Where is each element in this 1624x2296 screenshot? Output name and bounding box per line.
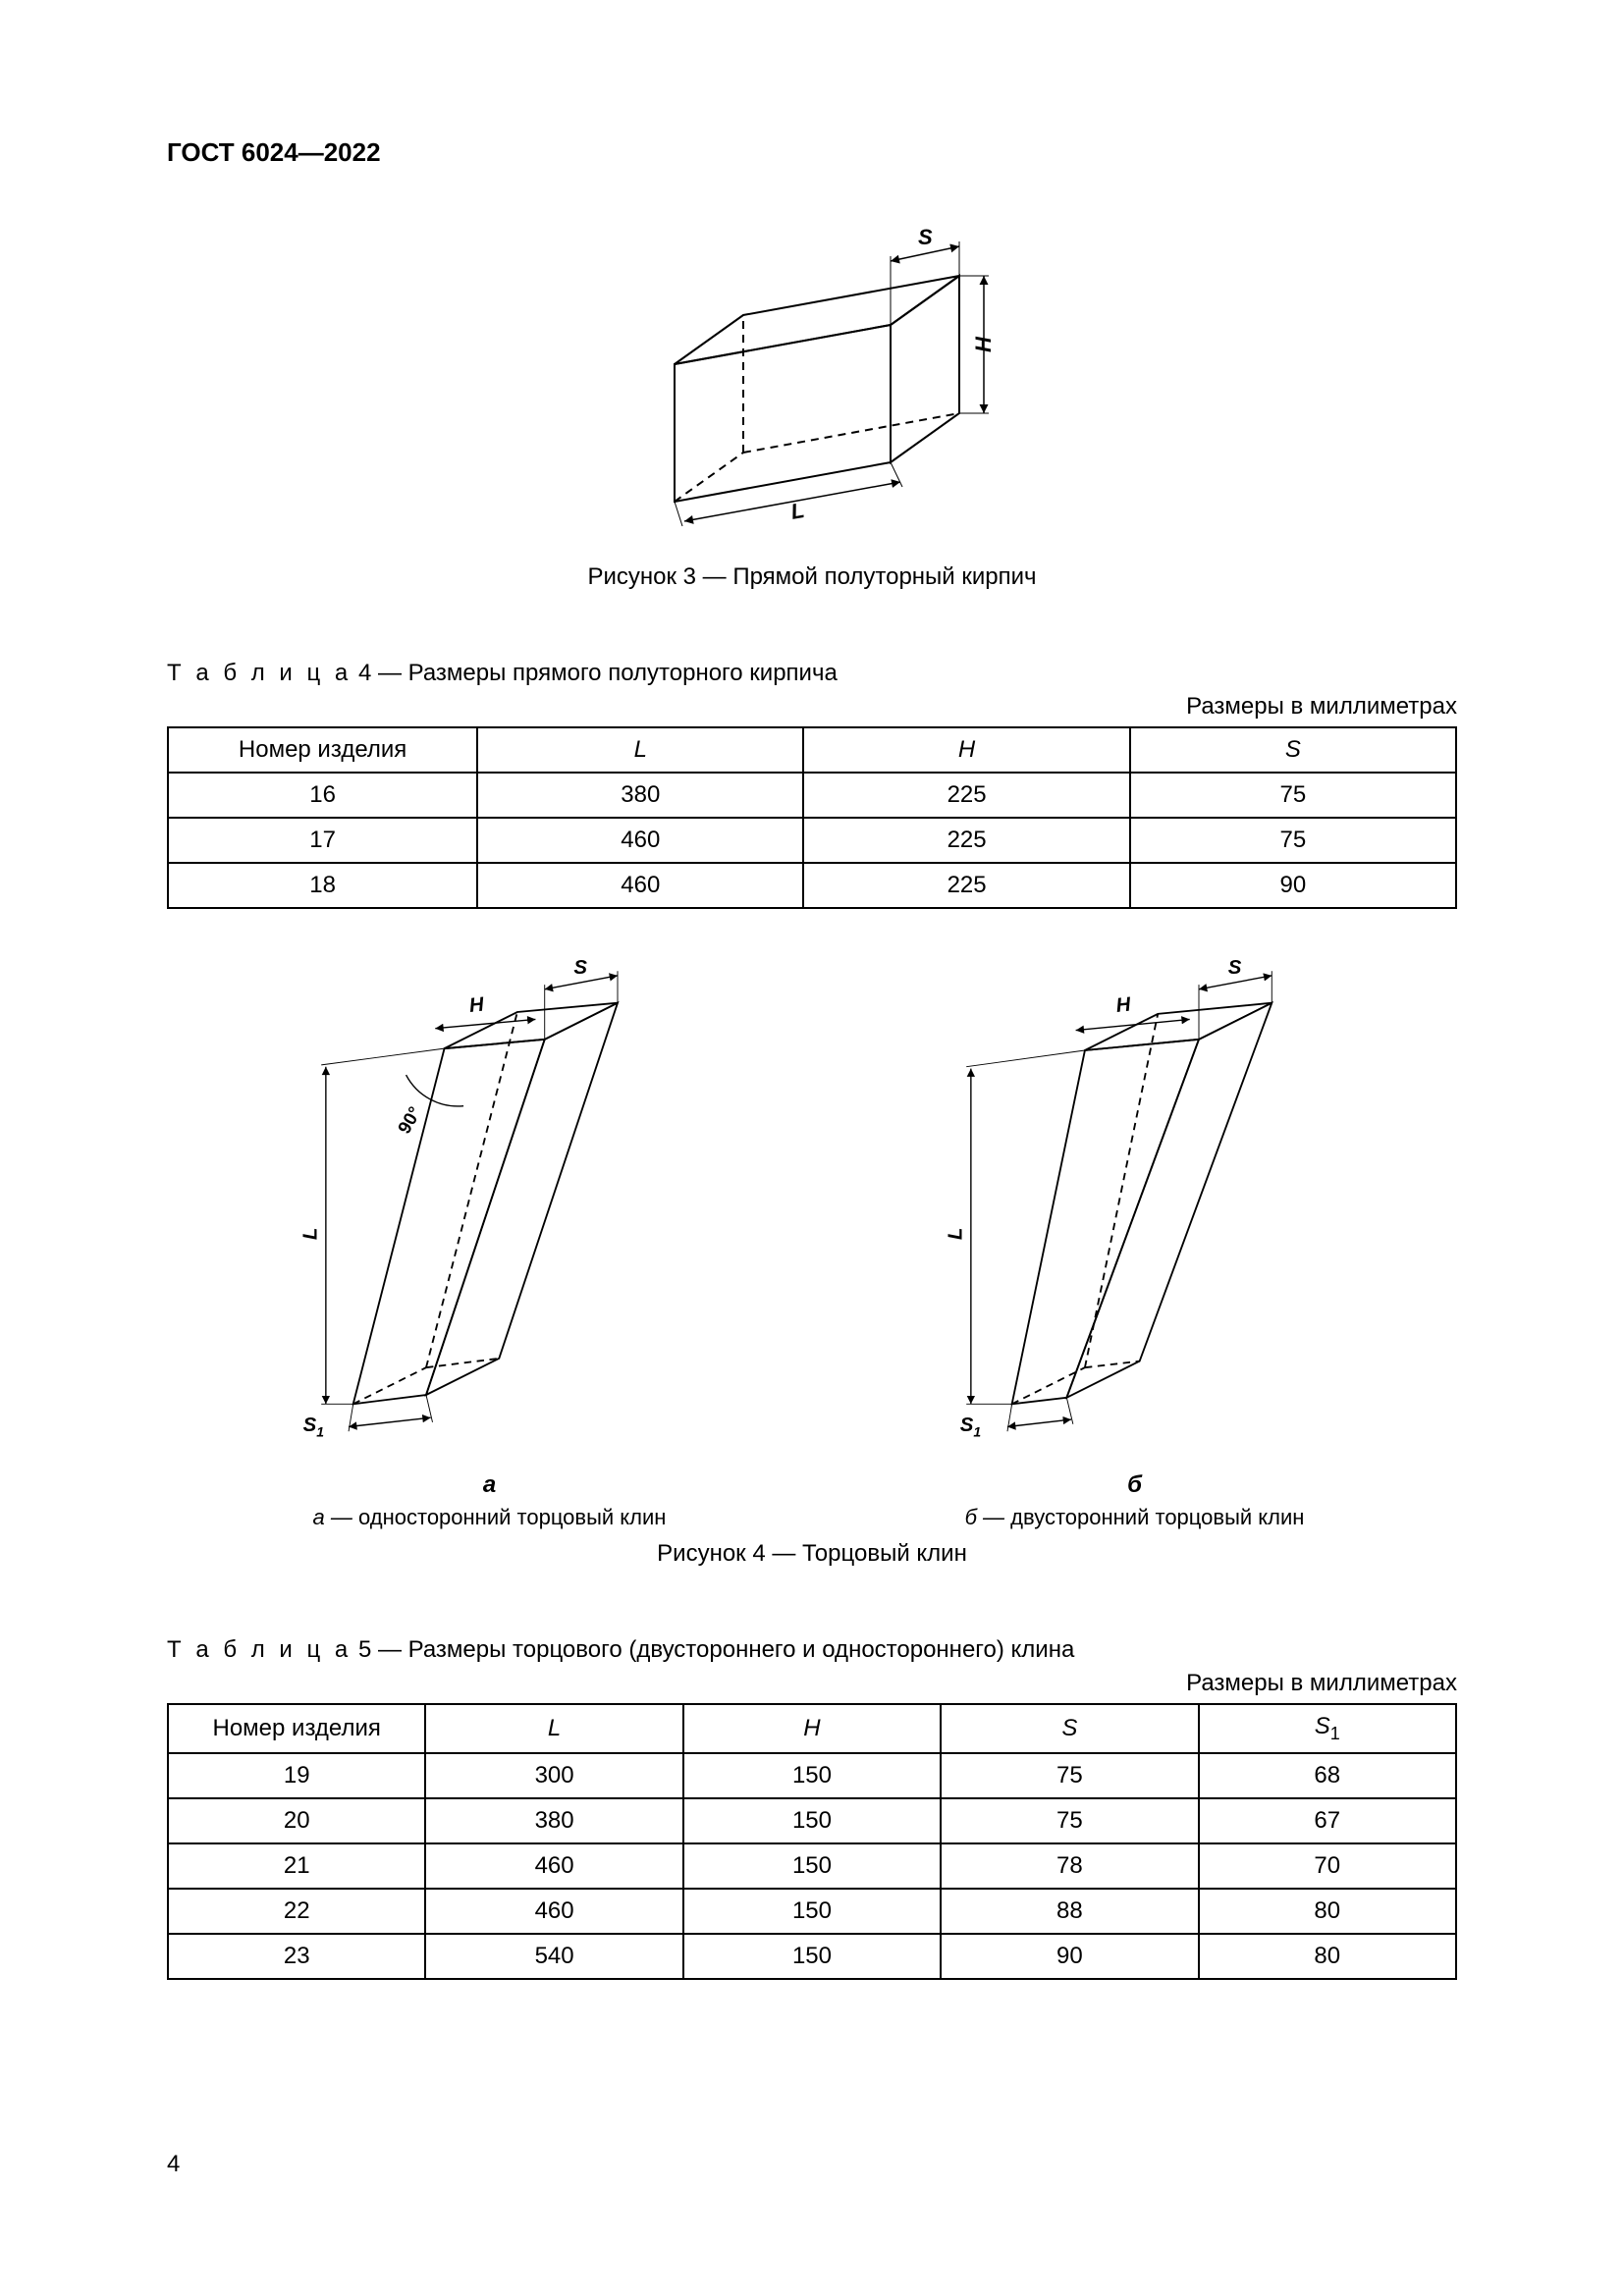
table-cell: 300 xyxy=(425,1753,682,1798)
figure-4-caption: Рисунок 4 — Торцовый клин xyxy=(167,1540,1457,1568)
table-4: Номер изделияLHS163802257517460225751846… xyxy=(167,726,1457,909)
figure-3-caption: Рисунок 3 — Прямой полуторный кирпич xyxy=(167,563,1457,591)
table-cell: 19 xyxy=(168,1753,425,1798)
table-cell: 150 xyxy=(683,1753,941,1798)
figure-3: S H L Рисунок 3 — Прямой полуторный кирп… xyxy=(167,207,1457,591)
table-cell: 150 xyxy=(683,1889,941,1934)
table-cell: 20 xyxy=(168,1798,425,1843)
figure-4a-svg: 90° S H L S1 xyxy=(235,948,745,1459)
fig3-label-l: L xyxy=(789,498,807,524)
figure-4a-letter: а xyxy=(235,1471,745,1499)
table-cell: 540 xyxy=(425,1934,682,1979)
table-row: 1746022575 xyxy=(168,818,1456,863)
fig3-label-s: S xyxy=(918,225,933,249)
table-row: 1638022575 xyxy=(168,773,1456,818)
table-cell: 225 xyxy=(803,818,1129,863)
figure-4-row: 90° S H L S1 а а — одно xyxy=(167,948,1457,1530)
table-5: Номер изделияLHSS11930015075682038015075… xyxy=(167,1703,1457,1980)
table-cell: 90 xyxy=(1130,863,1456,908)
table-row: 1846022590 xyxy=(168,863,1456,908)
table-cell: 460 xyxy=(425,1889,682,1934)
table-cell: 75 xyxy=(1130,773,1456,818)
fig4b-label-l: L xyxy=(945,1228,966,1240)
figure-4b-svg: S H L S1 xyxy=(880,948,1390,1459)
table-cell: 460 xyxy=(477,863,803,908)
fig4b-label-h: H xyxy=(1114,993,1132,1017)
table-header-cell: H xyxy=(683,1704,941,1753)
table-header-cell: Номер изделия xyxy=(168,1704,425,1753)
figure-4b-desc: б — двусторонний торцовый клин xyxy=(880,1505,1390,1530)
table-cell: 460 xyxy=(425,1843,682,1889)
table-cell: 380 xyxy=(477,773,803,818)
table-cell: 75 xyxy=(941,1753,1198,1798)
table-cell: 88 xyxy=(941,1889,1198,1934)
table-cell: 460 xyxy=(477,818,803,863)
standard-header: ГОСТ 6024—2022 xyxy=(167,137,1457,168)
table-cell: 75 xyxy=(941,1798,1198,1843)
fig3-label-h: H xyxy=(971,336,996,352)
table-row: 224601508880 xyxy=(168,1889,1456,1934)
table-5-title-number: 5 xyxy=(358,1636,371,1663)
table-4-title: Т а б л и ц а 4 — Размеры прямого полуто… xyxy=(167,660,1457,687)
table-cell: 16 xyxy=(168,773,477,818)
table-5-title: Т а б л и ц а 5 — Размеры торцового (дву… xyxy=(167,1636,1457,1664)
table-header-cell: S xyxy=(941,1704,1198,1753)
table-cell: 75 xyxy=(1130,818,1456,863)
table-cell: 67 xyxy=(1199,1798,1456,1843)
table-cell: 380 xyxy=(425,1798,682,1843)
fig4a-label-s: S xyxy=(573,957,587,979)
figure-3-svg: S H L xyxy=(596,207,1028,541)
table-header-cell: H xyxy=(803,727,1129,773)
table-row: 214601507870 xyxy=(168,1843,1456,1889)
table-4-title-prefix: Т а б л и ц а xyxy=(167,660,352,686)
fig4b-label-s: S xyxy=(1227,957,1241,979)
table-row: 193001507568 xyxy=(168,1753,1456,1798)
table-cell: 23 xyxy=(168,1934,425,1979)
table-cell: 18 xyxy=(168,863,477,908)
table-cell: 80 xyxy=(1199,1889,1456,1934)
table-header-cell: S1 xyxy=(1199,1704,1456,1753)
figure-4a-desc: а — односторонний торцовый клин xyxy=(235,1505,745,1530)
table-cell: 225 xyxy=(803,773,1129,818)
fig4a-angle: 90° xyxy=(393,1103,424,1138)
table-cell: 90 xyxy=(941,1934,1198,1979)
table-cell: 78 xyxy=(941,1843,1198,1889)
table-4-title-rest: — Размеры прямого полуторного кирпича xyxy=(371,660,838,686)
table-header-cell: L xyxy=(477,727,803,773)
table-cell: 225 xyxy=(803,863,1129,908)
table-5-title-prefix: Т а б л и ц а xyxy=(167,1636,352,1663)
figure-4a: 90° S H L S1 а а — одно xyxy=(235,948,745,1530)
table-5-units: Размеры в миллиметрах xyxy=(167,1670,1457,1697)
page: ГОСТ 6024—2022 xyxy=(0,0,1624,2296)
table-4-units: Размеры в миллиметрах xyxy=(167,693,1457,721)
table-cell: 21 xyxy=(168,1843,425,1889)
fig4a-label-s1: S1 xyxy=(302,1415,323,1440)
table-cell: 150 xyxy=(683,1934,941,1979)
fig4a-label-l: L xyxy=(299,1228,321,1240)
table-cell: 68 xyxy=(1199,1753,1456,1798)
table-header-cell: Номер изделия xyxy=(168,727,477,773)
table-row: 235401509080 xyxy=(168,1934,1456,1979)
figure-4b-letter: б xyxy=(880,1471,1390,1499)
table-row: 203801507567 xyxy=(168,1798,1456,1843)
page-number: 4 xyxy=(167,2151,180,2178)
table-cell: 70 xyxy=(1199,1843,1456,1889)
table-header-cell: L xyxy=(425,1704,682,1753)
table-cell: 22 xyxy=(168,1889,425,1934)
table-cell: 150 xyxy=(683,1798,941,1843)
table-cell: 17 xyxy=(168,818,477,863)
fig4a-label-h: H xyxy=(467,993,485,1017)
figure-4b: S H L S1 б б — двусторонний торцовый кли… xyxy=(880,948,1390,1530)
table-cell: 150 xyxy=(683,1843,941,1889)
table-header-cell: S xyxy=(1130,727,1456,773)
fig4b-label-s1: S1 xyxy=(959,1415,980,1440)
table-5-title-rest: — Размеры торцового (двустороннего и одн… xyxy=(371,1636,1074,1663)
table-cell: 80 xyxy=(1199,1934,1456,1979)
table-4-title-number: 4 xyxy=(358,660,371,686)
